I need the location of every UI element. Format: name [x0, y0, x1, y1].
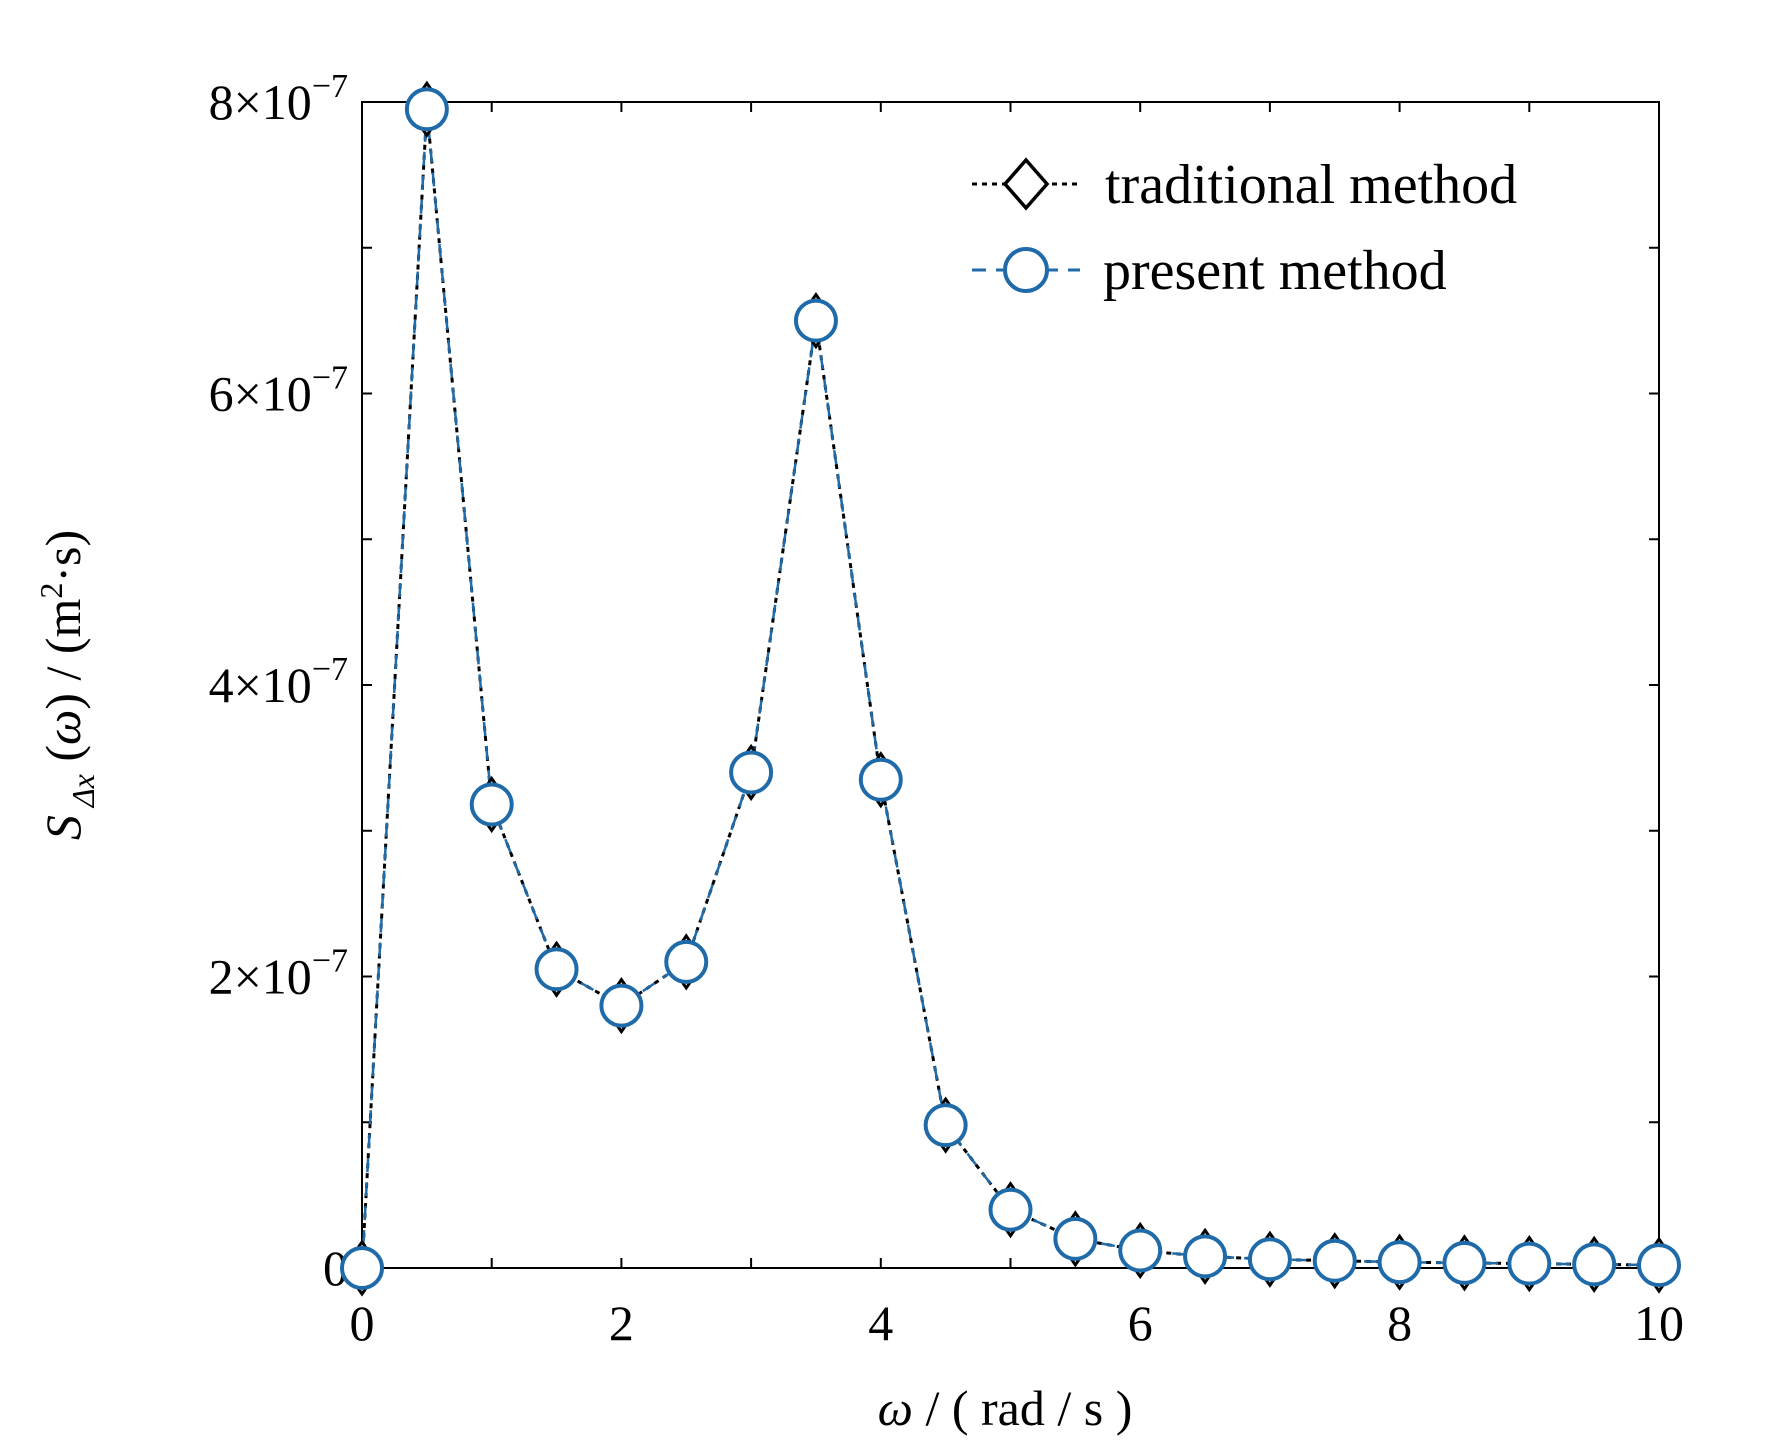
point-present — [729, 750, 774, 795]
point-present — [1118, 1228, 1163, 1273]
legend-item-traditional: traditional method — [972, 154, 1517, 216]
point-present — [1637, 1243, 1681, 1288]
point-present — [1442, 1240, 1487, 1285]
series-layer — [340, 80, 1681, 1297]
y-tick-label: 4×10−7 — [209, 651, 348, 713]
point-present — [664, 939, 709, 984]
legend-item-present: present method — [972, 240, 1447, 302]
legend-label-present: present method — [1103, 240, 1447, 302]
point-present — [1183, 1234, 1228, 1279]
point-present — [1377, 1240, 1422, 1285]
point-present — [1053, 1216, 1098, 1261]
x-tick-label: 4 — [868, 1295, 893, 1351]
y-axis-title: S Δx (ω) / (m2·s) — [33, 530, 101, 840]
point-present — [404, 87, 449, 132]
point-present — [534, 947, 579, 992]
point-present — [469, 782, 514, 827]
x-tick-label: 2 — [609, 1295, 634, 1351]
point-present — [793, 298, 838, 343]
y-tick-label: 6×10−7 — [209, 360, 348, 422]
point-present — [340, 1246, 384, 1290]
point-present — [988, 1187, 1033, 1232]
point-present — [1507, 1241, 1552, 1286]
point-present — [1247, 1237, 1292, 1282]
series-line-traditional — [360, 109, 1660, 1269]
circle-marker-icon — [1003, 247, 1049, 293]
x-tick-label: 8 — [1387, 1295, 1412, 1351]
x-tick-label: 10 — [1634, 1295, 1684, 1351]
y-tick-label: 2×10−7 — [209, 943, 348, 1005]
point-present — [599, 983, 644, 1028]
point-present — [1572, 1242, 1617, 1287]
x-tick-label: 6 — [1128, 1295, 1153, 1351]
x-tick-label: 0 — [350, 1295, 375, 1351]
point-present — [1312, 1238, 1357, 1283]
legend-label-traditional: traditional method — [1105, 154, 1517, 216]
x-axis-title: ω / ( rad / s ) — [878, 1380, 1133, 1436]
point-present — [923, 1103, 968, 1148]
y-tick-label: 8×10−7 — [209, 68, 348, 130]
legend: traditional method present method — [972, 154, 1517, 302]
point-present — [858, 757, 903, 802]
diamond-marker-icon — [1002, 157, 1050, 211]
